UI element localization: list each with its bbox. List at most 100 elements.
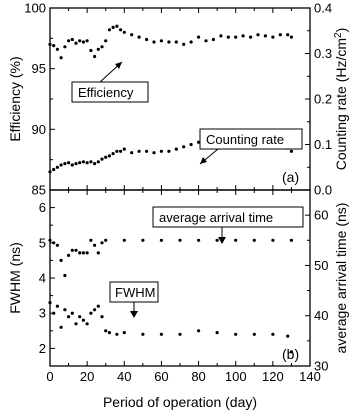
efficiency-point — [74, 41, 78, 45]
efficiency-annotation-box — [71, 81, 149, 103]
fwhm-point — [89, 311, 93, 315]
right-tick-label: 60 — [314, 208, 328, 223]
x-tick-label: 140 — [299, 369, 321, 384]
left-tick-label: 4 — [39, 271, 46, 286]
arrival-time-annotation-label: average arrival time — [159, 210, 273, 225]
efficiency-arrow-head — [115, 62, 122, 69]
average-arrival-time-point — [93, 243, 97, 247]
fwhm-point — [252, 332, 256, 336]
panel-b-label: (b) — [282, 346, 299, 362]
efficiency-point — [234, 35, 238, 39]
average-arrival-time-point — [81, 251, 85, 255]
counting-rate-point — [55, 165, 60, 169]
arrival-time-arrow-head — [218, 237, 226, 244]
panel-a-right-axis-title-sup: 2 — [333, 32, 344, 38]
efficiency-point — [278, 33, 282, 37]
counting-rate-point — [111, 152, 115, 156]
left-tick-label: 2 — [39, 341, 46, 356]
fwhm-point — [52, 311, 56, 315]
fwhm-annotation-label: FWHM — [115, 285, 155, 300]
fwhm-point — [115, 332, 119, 336]
x-tick-label: 0 — [46, 369, 53, 384]
x-tick-label: 120 — [262, 369, 284, 384]
fwhm-point — [81, 318, 85, 322]
panel-a-x-ticks — [49, 8, 311, 190]
efficiency-point — [271, 35, 275, 39]
fwhm-point — [55, 304, 60, 308]
average-arrival-time-point — [159, 238, 163, 242]
x-axis-title: Period of operation (day) — [103, 394, 257, 410]
efficiency-point — [59, 56, 63, 60]
counting-rate-point — [122, 147, 126, 151]
right-tick-label: 0.0 — [314, 183, 332, 198]
x-tick-label: 100 — [225, 369, 247, 384]
panel-b: 0 20 40 60 80 100 120 140 2 3 4 5 6 30 40 50 60 averag… — [39, 189, 328, 384]
average-arrival-time-point — [141, 238, 145, 242]
average-arrival-time-point — [70, 248, 74, 252]
average-arrival-time-point — [89, 238, 93, 242]
average-arrival-time-point — [55, 243, 60, 247]
counting-rate-point — [74, 162, 78, 166]
average-arrival-time-point — [74, 248, 78, 252]
efficiency-point — [48, 42, 52, 47]
efficiency-point — [145, 37, 149, 42]
efficiency-point — [137, 35, 141, 39]
panel-b-points — [48, 238, 293, 354]
left-tick-label: 100 — [24, 1, 46, 16]
panel-a-right-axis-title-close: ) — [333, 28, 349, 33]
efficiency-point — [130, 33, 134, 37]
efficiency-point — [263, 34, 267, 38]
right-tick-label: 30 — [314, 359, 328, 374]
average-arrival-time-point — [78, 251, 82, 255]
counting-rate-point — [115, 149, 119, 153]
counting-rate-point — [78, 161, 82, 165]
panel-b-right-ticks: 30 40 50 60 — [305, 189, 328, 374]
left-tick-label: 3 — [39, 306, 46, 321]
panel-b-x-ticks: 0 20 40 60 80 100 120 140 — [46, 190, 321, 384]
efficiency-point — [211, 37, 215, 42]
fwhm-point — [63, 308, 67, 312]
fwhm-point — [96, 304, 100, 308]
panel-a: 85 90 95 100 0.0 0.1 0.2 0.3 0.4 Efficiency Cou… — [24, 1, 332, 198]
average-arrival-time-point — [96, 251, 100, 255]
counting-rate-arrow-head — [200, 157, 207, 164]
counting-rate-point — [159, 149, 163, 153]
efficiency-point — [152, 40, 156, 44]
right-tick-label: 0.1 — [314, 137, 332, 152]
efficiency-point — [122, 30, 126, 34]
fwhm-arrow-head — [130, 311, 138, 318]
efficiency-point — [249, 35, 253, 39]
efficiency-annotation-label: Efficiency — [78, 85, 134, 100]
left-tick-label: 5 — [39, 235, 46, 250]
fwhm-point — [48, 301, 52, 305]
efficiency-point — [241, 34, 245, 38]
counting-rate-point — [67, 161, 71, 165]
right-tick-label: 0.4 — [314, 1, 332, 16]
efficiency-point — [100, 45, 104, 49]
fwhm-point — [78, 315, 82, 319]
efficiency-point — [96, 47, 100, 51]
counting-rate-point — [104, 155, 108, 159]
efficiency-point — [78, 39, 82, 43]
x-tick-label: 80 — [191, 369, 205, 384]
average-arrival-time-point — [104, 238, 108, 242]
panel-a-right-axis-title: Counting rate (Hz/cm2) — [333, 28, 349, 171]
efficiency-point — [52, 44, 56, 48]
panel-a-right-ticks: 0.0 0.1 0.2 0.3 0.4 — [305, 1, 332, 198]
efficiency-point — [167, 40, 171, 44]
average-arrival-time-point — [59, 258, 63, 262]
efficiency-point — [204, 39, 208, 43]
average-arrival-time-point — [234, 238, 238, 242]
counting-rate-point — [52, 167, 56, 172]
efficiency-point — [67, 39, 71, 43]
average-arrival-time-point — [122, 238, 126, 242]
counting-rate-annotation-box — [199, 128, 303, 150]
fwhm-point — [178, 332, 182, 336]
fwhm-point — [85, 322, 89, 326]
efficiency-point — [256, 33, 260, 37]
efficiency-point — [89, 48, 93, 53]
efficiency-point — [81, 40, 85, 44]
efficiency-point — [115, 24, 119, 28]
fwhm-point — [286, 334, 290, 338]
